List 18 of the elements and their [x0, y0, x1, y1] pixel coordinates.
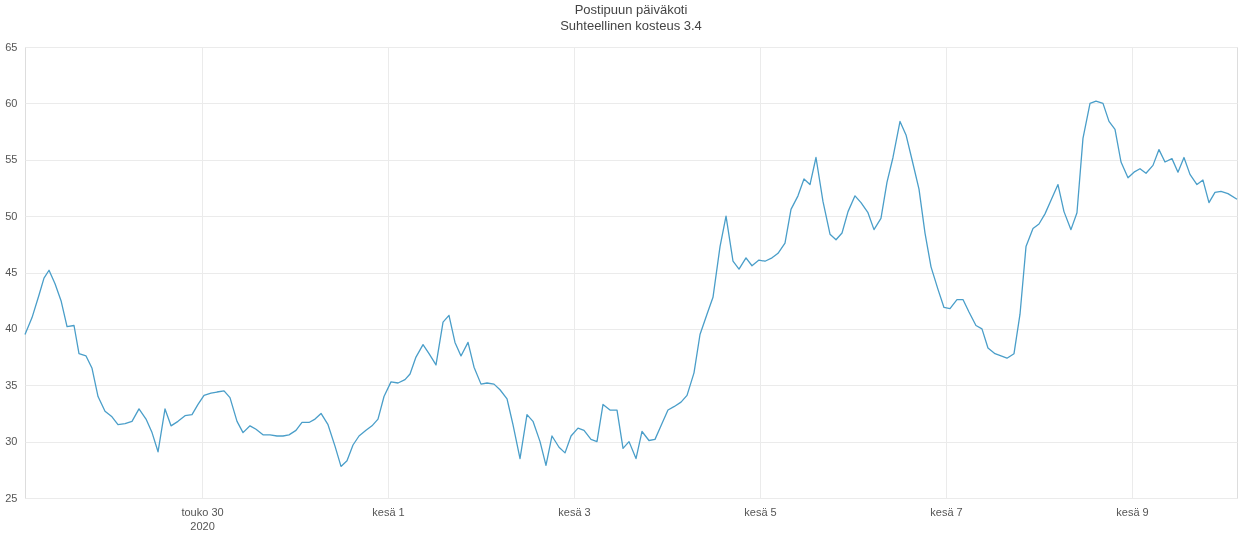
y-tick-label: 25 — [5, 491, 18, 504]
x-tick-label: kesä 3 — [558, 505, 591, 518]
x-tick-label: kesä 5 — [744, 505, 777, 518]
y-tick-label: 30 — [5, 435, 18, 448]
y-tick-label: 45 — [5, 266, 18, 278]
y-tick-label: 35 — [5, 378, 18, 391]
x-tick-label: kesä 1 — [372, 505, 405, 518]
y-tick-label: 50 — [5, 209, 18, 222]
y-tick-label: 60 — [5, 96, 18, 109]
y-tick-label: 55 — [5, 153, 18, 166]
y-tick-label: 65 — [5, 40, 18, 53]
x-tick-label: kesä 9 — [1116, 505, 1149, 518]
y-tick-label: 40 — [5, 322, 18, 335]
chart-title: Postipuun päiväkoti — [574, 2, 688, 17]
x-tick-label: touko 30 2020 — [181, 505, 224, 532]
line-series — [24, 100, 1238, 468]
x-tick-label: kesä 7 — [930, 505, 963, 518]
chart-subtitle: Suhteellinen kosteus 3.4 — [560, 18, 702, 33]
